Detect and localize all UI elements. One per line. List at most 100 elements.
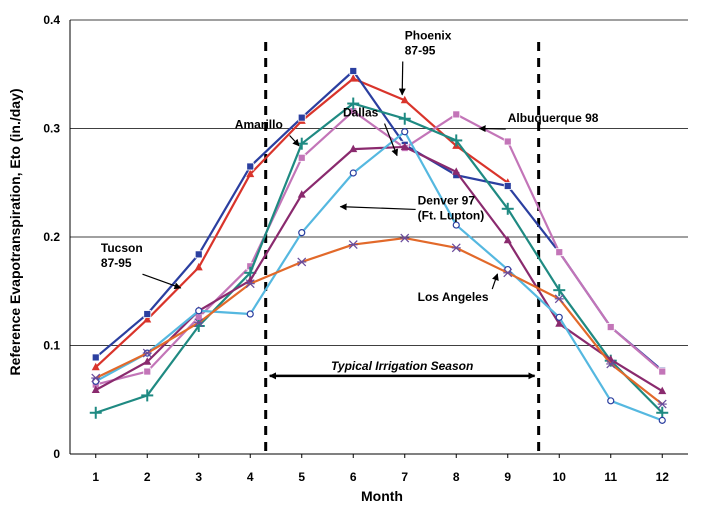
data-point: [347, 97, 360, 110]
data-point: [297, 257, 307, 267]
data-point: [91, 385, 100, 393]
annotation-arrow: [142, 273, 182, 290]
y-tick-label: 0.4: [43, 13, 60, 27]
data-point: [503, 268, 513, 278]
annotation-arrow: [339, 203, 416, 211]
annotation: Denver 97(Ft. Lupton): [339, 193, 485, 222]
data-point: [606, 323, 615, 331]
data-point: [349, 144, 358, 153]
data-point: [246, 162, 255, 171]
data-point: [349, 169, 357, 177]
series-line: [95, 130, 663, 422]
data-point: [246, 169, 255, 178]
annotation-arrow: [491, 273, 499, 290]
x-tick-label: 12: [656, 470, 670, 484]
series-amarillo: [89, 97, 669, 419]
series-line: [95, 102, 664, 414]
data-point: [349, 74, 358, 82]
annotation: Albuquerque 98: [478, 111, 599, 133]
data-point: [143, 310, 152, 318]
data-point: [503, 137, 512, 146]
data-point: [555, 313, 563, 321]
data-point: [658, 416, 666, 424]
series-los-angeles: [91, 233, 667, 409]
irrigation-season: Typical Irrigation Season: [264, 42, 541, 454]
data-point: [503, 235, 512, 244]
x-tick-label: 4: [247, 470, 254, 484]
data-point: [607, 397, 615, 405]
x-tick-label: 9: [504, 470, 511, 484]
y-tick-label: 0.2: [43, 230, 60, 244]
data-point: [450, 134, 463, 147]
data-point: [658, 367, 667, 376]
data-point: [91, 353, 100, 362]
x-axis-title: Month: [361, 488, 403, 504]
data-point: [297, 113, 306, 122]
data-point: [246, 310, 254, 318]
data-point: [141, 389, 154, 402]
y-tick-label: 0.1: [43, 339, 60, 353]
annotation-label: (Ft. Lupton): [418, 208, 485, 222]
annotation: Amarillo: [235, 118, 300, 147]
data-point: [349, 67, 358, 75]
annotation-label: Phoenix: [405, 29, 452, 43]
data-point: [91, 373, 101, 383]
data-point: [452, 110, 461, 119]
y-tick-label: 0: [53, 447, 60, 461]
annotation-label: Amarillo: [235, 118, 283, 132]
data-point: [658, 386, 667, 395]
data-point: [194, 250, 203, 259]
data-point: [398, 112, 411, 125]
annotation-label: 87-95: [101, 256, 132, 270]
data-point: [452, 167, 461, 175]
series-line: [95, 236, 663, 405]
axes: 00.10.20.30.41 2 3 4 5 6 7 8 9 10 11 12: [43, 13, 688, 484]
annotation-label: Dallas: [343, 106, 379, 120]
data-point: [297, 153, 306, 162]
x-tick-label: 6: [350, 470, 357, 484]
data-point: [297, 190, 306, 198]
data-point: [451, 243, 461, 253]
annotation-arrow: [289, 135, 300, 147]
data-point: [452, 221, 460, 229]
data-point: [400, 142, 409, 150]
data-point: [143, 314, 152, 323]
data-point: [400, 233, 410, 243]
season-label: Typical Irrigation Season: [331, 359, 473, 373]
data-point: [606, 359, 616, 369]
annotation-label: Albuquerque 98: [508, 111, 599, 125]
y-tick-label: 0.3: [43, 122, 60, 136]
data-point: [400, 95, 409, 104]
data-point: [554, 294, 564, 304]
x-tick-label: 10: [553, 470, 567, 484]
data-point: [298, 229, 306, 237]
data-point: [555, 248, 564, 257]
x-tick-label: 2: [144, 470, 151, 484]
annotation-label: 87-95: [405, 44, 436, 58]
x-tick-label: 3: [195, 470, 202, 484]
data-point: [194, 262, 203, 271]
data-point: [501, 202, 514, 215]
annotation-arrow: [398, 61, 406, 96]
data-point: [245, 279, 255, 289]
x-tick-label: 1: [92, 470, 99, 484]
data-point: [401, 128, 409, 136]
series-line: [95, 145, 663, 393]
data-point: [92, 377, 100, 385]
data-point: [555, 319, 564, 327]
data-point: [89, 406, 102, 419]
data-point: [503, 182, 512, 190]
annotation: Los Angeles: [418, 273, 499, 304]
data-point: [348, 240, 358, 250]
annotation-label: Los Angeles: [418, 290, 489, 304]
x-tick-label: 11: [604, 470, 617, 484]
x-tick-label: 7: [401, 470, 408, 484]
annotation-label: Tucson: [101, 241, 143, 255]
annotation-label: Denver 97: [418, 193, 476, 207]
y-axis-title: Reference Evapotranspiration, Eto (in./d…: [7, 88, 23, 375]
annotation-arrow: [383, 123, 399, 157]
